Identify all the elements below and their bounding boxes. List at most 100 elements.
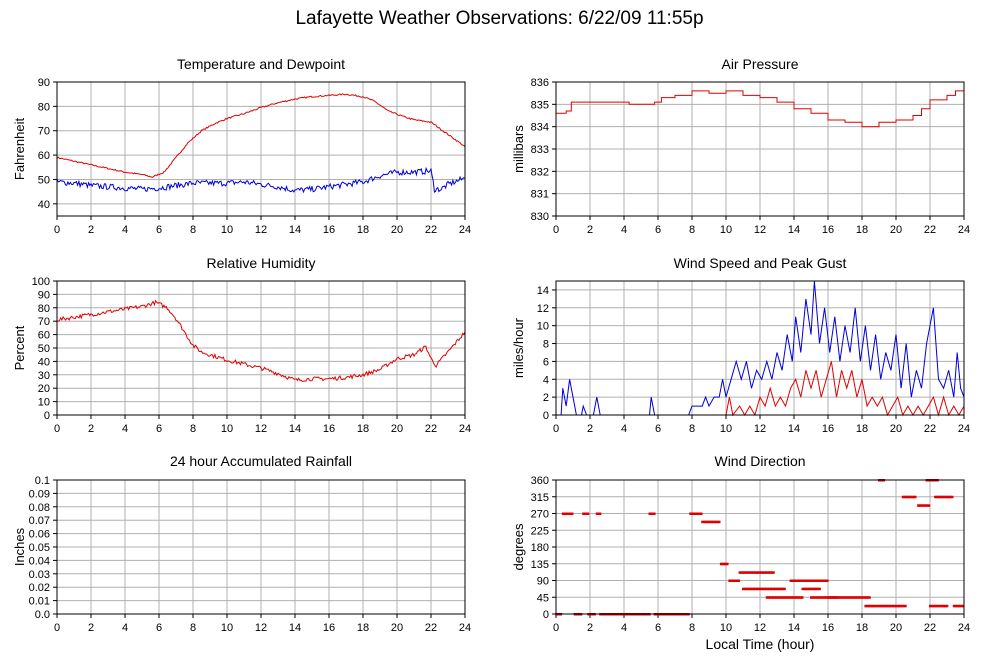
- wind-direction-point: [776, 596, 780, 599]
- wind-direction-point: [896, 604, 900, 608]
- wind-direction-point: [893, 604, 896, 608]
- y-tick-label: 0.06: [29, 529, 50, 541]
- wind-direction-point: [767, 571, 771, 574]
- wind-direction-point: [944, 495, 948, 499]
- y-tick-label: 0.02: [29, 582, 50, 594]
- wind-direction-point: [711, 520, 715, 524]
- x-tick-label: 4: [621, 423, 627, 435]
- wind-direction-point: [821, 579, 825, 582]
- y-tick-label: 40: [38, 356, 50, 368]
- wind-direction-point: [823, 579, 826, 582]
- wind-direction-point: [648, 512, 651, 515]
- x-tick-label: 10: [720, 622, 732, 634]
- wind-direction-point: [927, 504, 931, 507]
- x-tick-label: 8: [190, 423, 196, 435]
- wind-direction-point: [748, 587, 751, 591]
- wind-direction-point: [650, 512, 653, 515]
- y-tick-label: 6: [543, 356, 549, 368]
- wind-direction-point: [753, 571, 757, 574]
- y-tick-label: 0.08: [29, 502, 50, 514]
- wind-direction-point: [760, 571, 763, 574]
- wind-direction-point: [561, 512, 565, 515]
- wind-direction-point: [746, 571, 749, 574]
- wind-direction-point: [878, 604, 881, 608]
- x-tick-label: 16: [323, 423, 335, 435]
- wind-direction-point: [564, 512, 568, 515]
- wind-direction-point: [940, 495, 943, 499]
- x-tick-label: 22: [924, 622, 936, 634]
- wind-direction-point: [597, 512, 600, 515]
- wind-direction-point: [795, 579, 799, 582]
- y-tick-label: 0.07: [29, 515, 50, 527]
- x-tick-label: 12: [255, 224, 267, 236]
- y-axis-label: Inches: [12, 527, 27, 566]
- y-axis-label: millibars: [511, 125, 526, 173]
- wind-direction-point: [823, 596, 827, 599]
- wind-direction-point: [563, 512, 566, 515]
- wind-direction-point: [714, 520, 718, 524]
- wind-direction-point: [843, 596, 847, 599]
- x-axis-label: Local Time (hour): [706, 636, 815, 652]
- wind-direction-point: [906, 495, 909, 499]
- y-tick-label: 70: [38, 316, 50, 328]
- x-tick-label: 22: [924, 423, 936, 435]
- wind-direction-point: [830, 596, 833, 599]
- wind-direction-point: [870, 604, 874, 608]
- x-tick-label: 12: [754, 622, 766, 634]
- wind-direction-point: [955, 604, 959, 608]
- wind-direction-point: [958, 604, 962, 608]
- x-tick-label: 20: [391, 423, 403, 435]
- wind-direction-point: [810, 587, 814, 591]
- wind-direction-point: [809, 579, 812, 582]
- wind-direction-point: [943, 495, 946, 499]
- wind-direction-point: [719, 562, 723, 566]
- wind-direction-point: [743, 571, 746, 574]
- x-tick-label: 10: [720, 224, 732, 236]
- wind-direction-point: [710, 520, 713, 524]
- wind-direction-point: [839, 596, 842, 599]
- y-tick-label: 270: [531, 509, 549, 521]
- wind-direction-point: [944, 604, 947, 608]
- wind-direction-point: [585, 512, 588, 515]
- wind-direction-point: [888, 604, 892, 608]
- y-tick-label: 832: [531, 166, 549, 178]
- wind-direction-point: [756, 571, 760, 574]
- wind-direction-point: [952, 604, 956, 608]
- wind-direction-point: [818, 587, 821, 591]
- wind-direction-point: [567, 512, 571, 515]
- wind-direction-point: [796, 596, 799, 599]
- y-tick-label: 830: [531, 211, 549, 223]
- x-tick-label: 4: [122, 423, 128, 435]
- chart-title: Wind Speed and Peak Gust: [674, 255, 847, 271]
- wind-direction-point: [873, 604, 877, 608]
- wind-direction-point: [764, 587, 768, 591]
- wind-direction-point: [797, 579, 800, 582]
- wind-direction-point: [918, 504, 922, 507]
- y-tick-label: 8: [543, 339, 549, 351]
- y-axis-label: Percent: [12, 325, 27, 370]
- x-tick-label: 16: [822, 423, 834, 435]
- wind-direction-point: [698, 512, 701, 515]
- x-tick-label: 8: [689, 622, 695, 634]
- wind-direction-point: [942, 604, 946, 608]
- wind-direction-point: [807, 579, 811, 582]
- x-tick-label: 8: [190, 622, 196, 634]
- wind-direction-point: [767, 596, 770, 599]
- wind-direction-point: [734, 579, 738, 582]
- y-tick-label: 0.09: [29, 488, 50, 500]
- plot-frame: [555, 81, 965, 217]
- x-tick-label: 2: [587, 423, 593, 435]
- wind-direction-point: [761, 571, 765, 574]
- wind-direction-point: [799, 596, 802, 599]
- wind-direction-point: [833, 596, 836, 599]
- wind-direction-point: [784, 596, 787, 599]
- wind-direction-point: [941, 495, 945, 499]
- wind-direction-point: [949, 495, 952, 499]
- temp-series-0-line: [56, 93, 466, 178]
- wind-direction-point: [702, 520, 706, 524]
- wind-direction-point: [872, 604, 875, 608]
- x-tick-label: 18: [357, 224, 369, 236]
- wind-direction-point: [785, 596, 789, 599]
- wind-direction-point: [713, 520, 716, 524]
- wind-direction-point: [586, 512, 590, 515]
